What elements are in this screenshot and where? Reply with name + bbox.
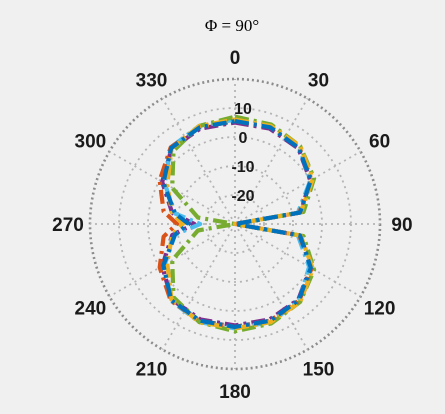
polar-spoke (234, 150, 362, 225)
angle-tick-label: 330 (136, 70, 168, 91)
polar-spoke (161, 97, 236, 225)
polar-spoke (161, 223, 236, 351)
angle-tick-label: 270 (52, 215, 84, 236)
angle-tick-label: 240 (75, 299, 107, 320)
angle-tick-label: 0 (230, 48, 241, 69)
angle-tick-label: 300 (75, 132, 107, 153)
radial-tick-label: 10 (234, 101, 252, 118)
chart-title: Φ = 90° (205, 16, 259, 35)
tick-labels: 0 30 60 90 120 150 180 210 240 270 300 330 10 0 -10 -20 (52, 48, 412, 403)
angle-tick-label: 120 (364, 299, 396, 320)
angle-tick-label: 60 (369, 132, 390, 153)
polar-spoke (234, 223, 362, 298)
polar-spoke (108, 150, 236, 225)
angle-tick-label: 30 (308, 70, 329, 91)
polar-spoke (108, 223, 236, 298)
radial-tick-label: -10 (231, 159, 254, 176)
angle-tick-label: 150 (303, 360, 335, 381)
series-line-6 (161, 119, 313, 329)
angle-tick-label: 180 (219, 382, 251, 403)
radial-tick-label: 0 (239, 130, 248, 147)
polar-grid (88, 77, 382, 371)
series-layer (157, 114, 317, 334)
polar-spoke (234, 97, 309, 225)
polar-grid-ring (147, 136, 323, 312)
polar-grid-ring (205, 194, 265, 254)
angle-tick-label: 210 (136, 360, 168, 381)
radial-tick-label: -20 (231, 188, 254, 205)
angle-tick-label: 90 (391, 215, 412, 236)
polar-spoke (234, 223, 309, 351)
